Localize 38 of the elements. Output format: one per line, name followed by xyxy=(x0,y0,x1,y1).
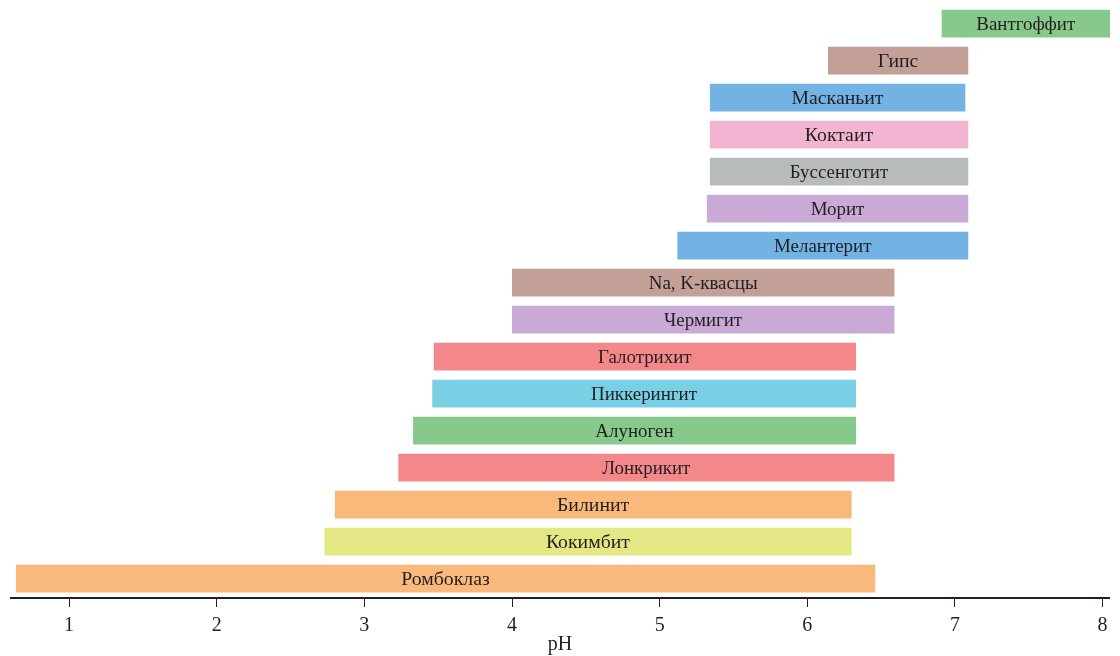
x-tick-label: 2 xyxy=(211,612,222,635)
x-tick-label: 3 xyxy=(359,612,370,635)
y-tick-label: Кокимбит xyxy=(545,530,631,553)
x-tick-label: 6 xyxy=(802,612,813,635)
bar xyxy=(677,231,969,260)
bar xyxy=(706,194,969,223)
y-tick-label: Алуноген xyxy=(595,419,674,441)
bar xyxy=(512,268,895,297)
x-axis-title: pH xyxy=(547,631,573,655)
bar xyxy=(334,490,852,519)
y-tick-label: Галотрихит xyxy=(598,345,692,367)
bar xyxy=(15,564,876,593)
y-tick-label: Лонкрикит xyxy=(602,456,691,478)
x-tick-label: 1 xyxy=(64,612,75,635)
x-tick-label: 5 xyxy=(654,612,665,635)
y-tick-label: Пиккерингит xyxy=(591,382,697,404)
y-tick-label: Морит xyxy=(810,197,865,219)
y-tick-label: Чермигит xyxy=(664,308,743,330)
x-tick-label: 7 xyxy=(949,612,960,635)
x-tick-label: 4 xyxy=(507,612,518,635)
bar xyxy=(398,453,895,482)
bar xyxy=(413,416,857,445)
bar xyxy=(827,46,969,75)
bar xyxy=(709,120,969,149)
y-tick-label: Na, K-квасцы xyxy=(648,271,758,293)
bar xyxy=(433,342,857,371)
y-tick-label: Ромбоклаз xyxy=(401,567,490,590)
y-tick-label: Билинит xyxy=(557,493,630,516)
y-tick-label: Масканьит xyxy=(791,86,884,109)
y-tick-label: Гипс xyxy=(877,49,919,72)
y-tick-label: Коктаит xyxy=(804,123,874,146)
bar xyxy=(324,527,852,556)
bar xyxy=(432,379,857,408)
y-tick-label: Вантгоффит xyxy=(976,12,1076,34)
y-tick-label: Мелантерит xyxy=(774,234,872,256)
y-tick-label: Буссенготит xyxy=(789,160,889,182)
bar xyxy=(512,305,895,334)
x-tick-label: 8 xyxy=(1097,612,1108,635)
